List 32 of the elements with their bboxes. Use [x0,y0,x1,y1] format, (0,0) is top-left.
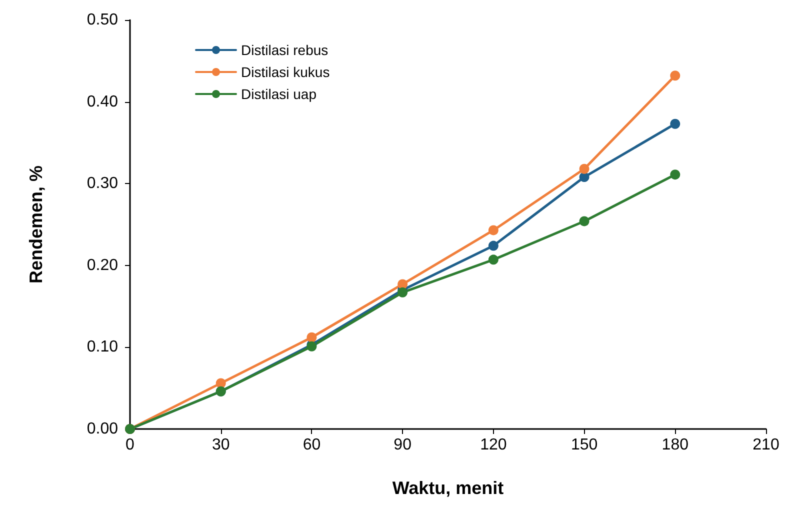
y-tick-label: 0.50 [86,12,118,28]
legend-label: Distilasi rebus [241,42,328,58]
point [398,287,408,298]
point [579,172,590,182]
point [488,225,498,236]
x-tick-label: 0 [126,436,135,454]
x-tick-label: 30 [212,436,230,454]
x-tick-label: 210 [752,436,780,454]
x-tick-label: 120 [480,436,507,454]
x-tick-label: 150 [570,436,598,454]
y-tick-label: 0.30 [86,175,118,192]
point [670,170,680,180]
point [579,216,590,226]
y-tick-label: 0.10 [86,338,118,356]
point [670,118,680,129]
point [670,70,680,81]
point [488,254,498,265]
point [398,279,408,290]
x-tick-label: 180 [662,436,689,454]
legend-label: Distilasi kukus [241,64,330,80]
y-tick-label: 0.20 [86,256,118,274]
y-tick-label: 0.40 [86,93,118,110]
y-axis-title: Rendemen, % [26,165,46,284]
legend-label: Distilasi uap [241,86,317,102]
x-tick-label: 90 [394,436,412,454]
y-tick-label: 0.00 [86,420,118,438]
point [488,240,498,251]
point [579,164,590,174]
x-tick-label: 60 [302,436,321,454]
point [306,332,317,342]
point [216,378,226,388]
x-axis-title: Waktu, menit [392,478,504,498]
